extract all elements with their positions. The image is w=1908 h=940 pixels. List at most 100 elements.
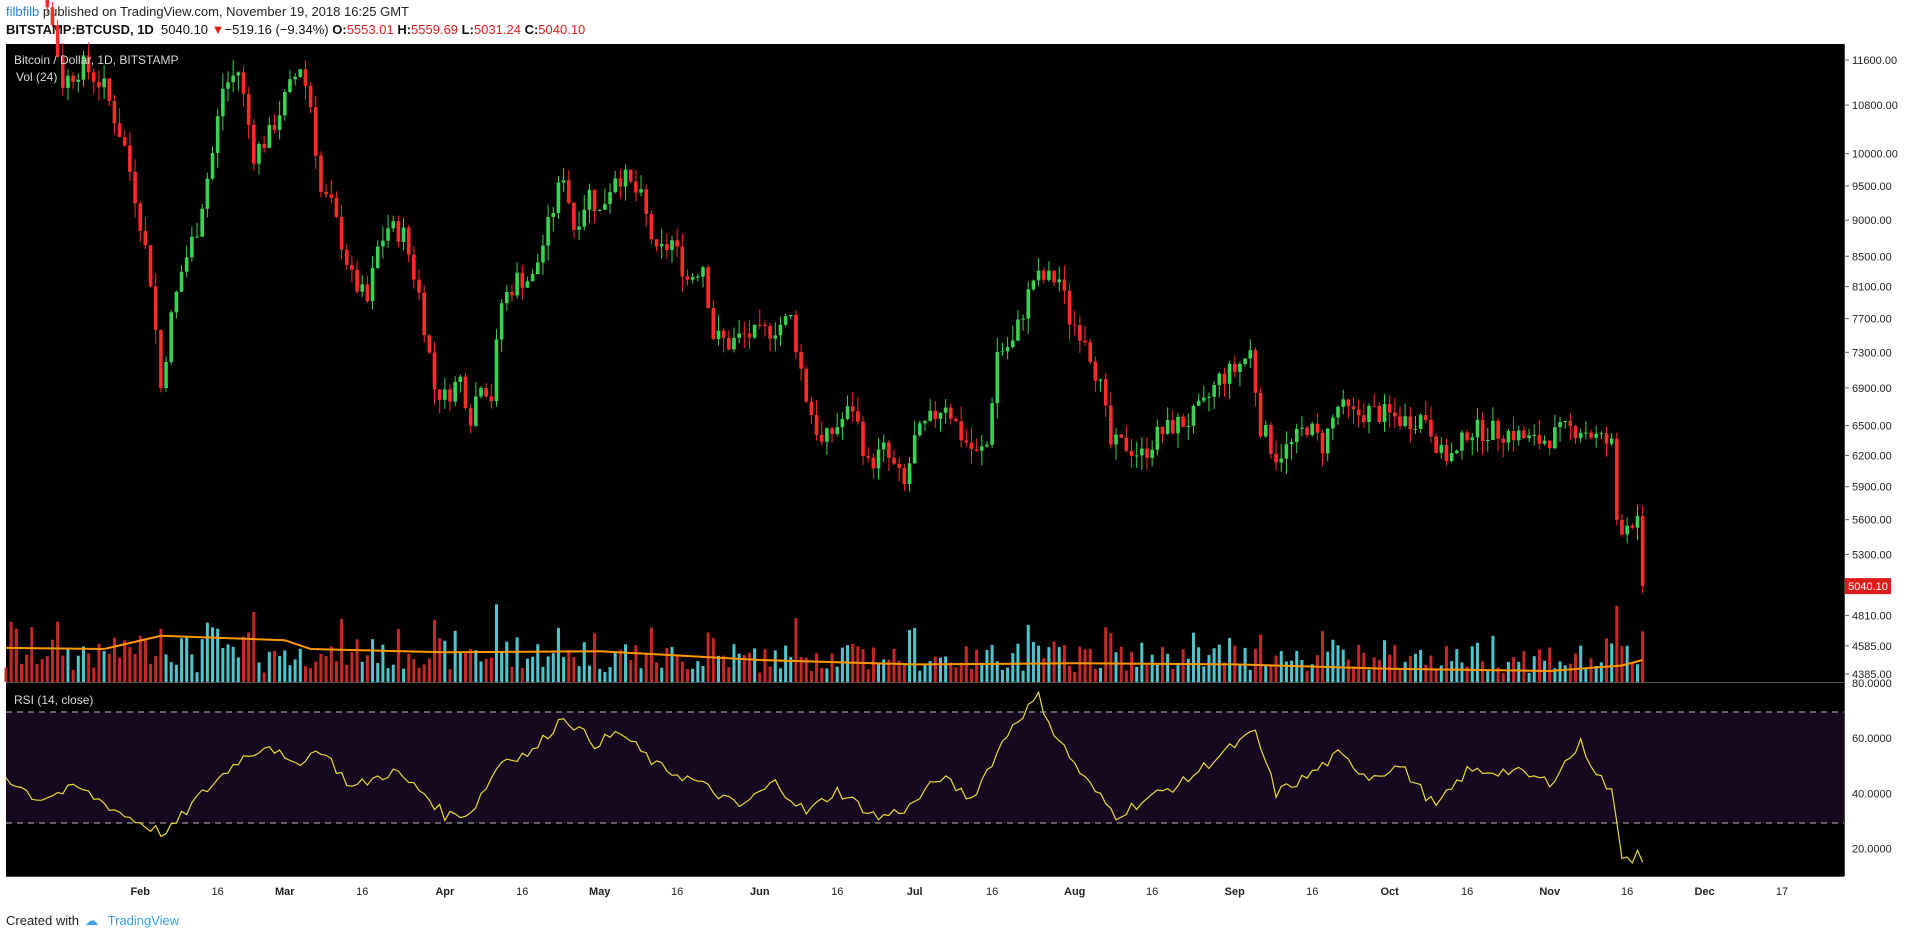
candle-body bbox=[1026, 289, 1031, 319]
volume-bar bbox=[1166, 653, 1170, 682]
candle-body bbox=[45, 0, 50, 8]
main-pane[interactable] bbox=[6, 44, 1844, 682]
candle-body bbox=[1201, 397, 1206, 401]
candle-body bbox=[1532, 434, 1537, 436]
volume-bar bbox=[1202, 666, 1206, 682]
volume-bar bbox=[670, 646, 674, 682]
volume-bar bbox=[293, 659, 297, 682]
volume-bar bbox=[711, 637, 715, 682]
candle-body bbox=[959, 421, 963, 441]
volume-bar bbox=[624, 644, 628, 682]
candle-body bbox=[1186, 425, 1191, 427]
candle-body bbox=[1150, 449, 1154, 458]
volume-bar bbox=[1574, 653, 1578, 682]
symbol-label: BITSTAMP:BTCUSD, 1D bbox=[6, 22, 154, 37]
open-label: O: bbox=[332, 22, 347, 37]
tradingview-logo-icon[interactable]: ☁ bbox=[84, 913, 98, 928]
candle-body bbox=[401, 227, 406, 242]
candle-body bbox=[1222, 373, 1227, 384]
volume-bar bbox=[1501, 673, 1505, 682]
candle-body bbox=[375, 246, 380, 268]
time-tick: 16 bbox=[356, 886, 368, 898]
volume-bar bbox=[541, 666, 545, 682]
volume-bar bbox=[655, 662, 659, 682]
price-tick: 9000.00 bbox=[1852, 215, 1892, 227]
volume-bar bbox=[474, 650, 478, 682]
rsi-legend[interactable]: RSI (14, close) bbox=[14, 693, 93, 707]
candle-body bbox=[835, 427, 840, 434]
candle-body bbox=[964, 440, 969, 443]
volume-bar bbox=[525, 658, 529, 682]
volume-bar bbox=[133, 654, 137, 682]
time-axis[interactable] bbox=[6, 876, 1844, 902]
candle-body bbox=[974, 449, 979, 451]
volume-bar bbox=[185, 636, 189, 682]
price-axis[interactable] bbox=[1844, 44, 1908, 876]
volume-bar bbox=[1444, 646, 1448, 682]
volume-bar bbox=[680, 661, 684, 682]
volume-bar bbox=[815, 653, 819, 682]
candle-body bbox=[1418, 415, 1423, 429]
time-tick: Nov bbox=[1539, 886, 1561, 898]
candle-body bbox=[1098, 379, 1103, 381]
volume-bar bbox=[417, 667, 421, 682]
volume-bar bbox=[438, 638, 442, 682]
open-value: 5553.01 bbox=[346, 22, 394, 37]
candle-body bbox=[505, 291, 509, 304]
volume-bar bbox=[407, 653, 411, 682]
candle-body bbox=[86, 55, 91, 73]
candle-body bbox=[799, 352, 803, 369]
volume-bar bbox=[61, 655, 65, 682]
candle-body bbox=[489, 396, 494, 402]
volume-bar bbox=[19, 663, 23, 682]
candle-body bbox=[76, 79, 81, 82]
footer: Created with ☁ TradingView bbox=[6, 913, 179, 929]
volume-bar bbox=[582, 642, 586, 682]
volume-bar bbox=[1140, 642, 1144, 682]
volume-bar bbox=[412, 658, 416, 682]
volume-bar bbox=[500, 651, 504, 682]
author-link[interactable]: filbfilb bbox=[6, 4, 40, 19]
volume-bar bbox=[913, 627, 917, 682]
candle-body bbox=[1294, 428, 1299, 442]
tradingview-brand[interactable]: TradingView bbox=[107, 913, 180, 928]
candle-body bbox=[577, 226, 581, 230]
volume-bar bbox=[97, 643, 101, 682]
candle-body bbox=[329, 194, 334, 198]
series-legend[interactable]: Bitcoin / Dollar, 1D, BITSTAMP bbox=[14, 53, 179, 67]
candle-body bbox=[453, 381, 457, 402]
candle-body bbox=[1362, 415, 1366, 423]
candle-body bbox=[432, 352, 437, 390]
volume-bar bbox=[1615, 605, 1619, 682]
volume-bar bbox=[861, 649, 865, 682]
candle-body bbox=[1145, 448, 1149, 458]
candle-body bbox=[845, 406, 850, 419]
volume-bar bbox=[180, 638, 184, 682]
candle-body bbox=[339, 217, 344, 250]
candle-body bbox=[267, 124, 272, 148]
candle-body bbox=[1496, 420, 1500, 439]
volume-bar bbox=[489, 657, 493, 682]
candle-body bbox=[133, 171, 137, 204]
candle-body bbox=[499, 303, 504, 340]
volume-bar bbox=[1568, 663, 1572, 682]
volume-bar bbox=[804, 657, 808, 682]
volume-bar bbox=[603, 671, 607, 682]
volume-bar bbox=[360, 661, 364, 682]
candle-body bbox=[1072, 324, 1077, 326]
candle-body bbox=[794, 314, 798, 353]
high-value: 5559.69 bbox=[411, 22, 459, 37]
volume-bar bbox=[1181, 649, 1185, 682]
volume-bar bbox=[350, 652, 354, 682]
volume-bar bbox=[773, 650, 777, 682]
candle-body bbox=[298, 69, 303, 77]
volume-bar bbox=[1383, 640, 1386, 682]
volume-legend[interactable]: Vol (24) bbox=[16, 70, 57, 84]
time-tick: 17 bbox=[1776, 886, 1788, 898]
candle-body bbox=[1315, 423, 1320, 433]
volume-bar bbox=[1527, 672, 1531, 682]
volume-bar bbox=[469, 649, 473, 682]
price-tick: 5900.00 bbox=[1852, 482, 1892, 494]
volume-bar bbox=[453, 630, 457, 682]
